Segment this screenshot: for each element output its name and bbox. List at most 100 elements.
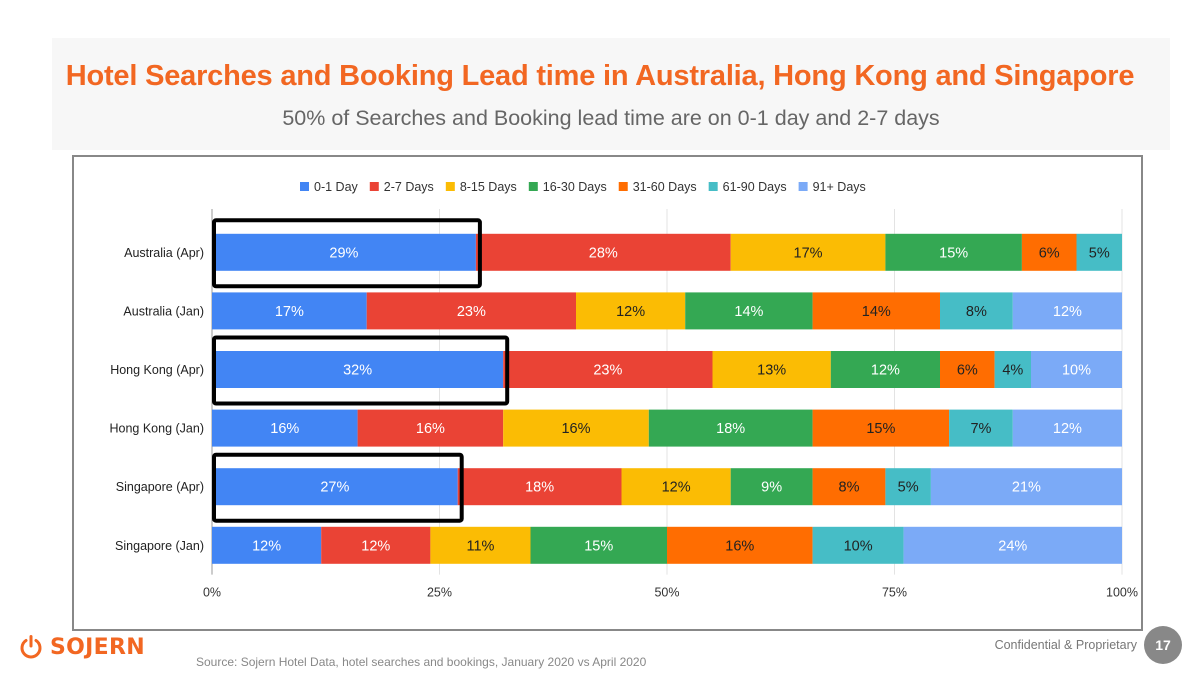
- title-band: [52, 38, 1170, 150]
- bar-segment: [1031, 351, 1122, 388]
- bar-segment: [1021, 233, 1077, 271]
- x-tick-label: 0%: [203, 586, 221, 600]
- x-tick-label: 100%: [1106, 586, 1138, 600]
- data-label: 17%: [794, 245, 823, 261]
- data-label: 6%: [957, 363, 978, 379]
- data-label: 16%: [416, 421, 445, 437]
- x-tick-label: 25%: [427, 586, 452, 600]
- data-label: 15%: [866, 421, 895, 437]
- bar-segment: [366, 292, 576, 330]
- highlight-box: [212, 218, 482, 289]
- bar-segment: [1012, 292, 1122, 330]
- legend-label: 0-1 Day: [314, 180, 359, 194]
- data-label: 16%: [270, 421, 299, 437]
- stacked-bar-chart: 0% 25% 50% 75% 100% 0-1 Day 2-7 Days 8-15 Days 1…: [109, 180, 1138, 600]
- x-tick-label: 50%: [654, 586, 679, 600]
- data-label: 17%: [275, 304, 304, 320]
- logo-text: SOJERN: [50, 634, 145, 660]
- legend-swatch: [708, 182, 718, 191]
- bar-segment: [812, 292, 940, 330]
- page-number: 17: [1144, 626, 1182, 664]
- data-label: 10%: [844, 538, 873, 554]
- category-label: Australia (Jan): [123, 304, 204, 318]
- bar-segment: [212, 526, 322, 564]
- bar-segment: [648, 409, 813, 447]
- bar-segment: [621, 468, 731, 506]
- data-label: 12%: [1053, 421, 1082, 437]
- bar-segment: [940, 292, 1013, 330]
- highlight-box: [212, 335, 510, 406]
- legend-swatch: [528, 182, 538, 191]
- data-label: 21%: [1012, 480, 1041, 496]
- data-label: 13%: [757, 363, 786, 379]
- data-label: 10%: [1062, 363, 1091, 379]
- legend-label: 8-15 Days: [460, 180, 517, 194]
- data-label: 12%: [361, 538, 390, 554]
- bar-segment: [930, 468, 1122, 506]
- bar-segment: [212, 468, 458, 506]
- data-label: 16%: [561, 421, 590, 437]
- data-label: 8%: [839, 480, 860, 496]
- data-label: 15%: [939, 245, 968, 261]
- category-label: Australia (Apr): [124, 246, 204, 260]
- data-label: 15%: [584, 538, 613, 554]
- data-label: 24%: [998, 538, 1027, 554]
- data-label: 4%: [1002, 363, 1023, 379]
- highlight-box: [212, 452, 464, 523]
- legend-label: 91+ Days: [813, 180, 866, 194]
- data-label: 28%: [589, 245, 618, 261]
- bar-segment: [712, 351, 831, 388]
- data-label: 14%: [734, 304, 763, 320]
- bar-segment: [994, 351, 1031, 388]
- data-label: 27%: [320, 480, 349, 496]
- slide-subtitle: 50% of Searches and Booking lead time ar…: [282, 106, 940, 130]
- bar-segment: [812, 409, 950, 447]
- data-label: 12%: [616, 304, 645, 320]
- bar-segment: [885, 468, 931, 506]
- slide-title: Hotel Searches and Booking Lead time in …: [65, 60, 1135, 92]
- bar-segment: [212, 292, 367, 330]
- bar-segment: [503, 351, 713, 388]
- data-label: 29%: [329, 245, 358, 261]
- legend-label: 2-7 Days: [384, 180, 434, 194]
- bar-segment: [812, 468, 886, 506]
- bar-segment: [321, 526, 431, 564]
- data-label: 8%: [966, 304, 987, 320]
- confidential-label: Confidential & Proprietary: [994, 638, 1137, 652]
- bar-segment: [730, 233, 886, 271]
- bar-segment: [430, 526, 531, 564]
- data-label: 9%: [761, 480, 782, 496]
- data-label: 12%: [662, 480, 691, 496]
- bar-segment: [1076, 233, 1122, 271]
- data-label: 18%: [525, 480, 554, 496]
- bar-segment: [457, 468, 622, 506]
- legend-label: 31-60 Days: [633, 180, 697, 194]
- bar-segment: [530, 526, 667, 564]
- legend-swatch: [300, 182, 309, 191]
- data-label: 23%: [593, 363, 622, 379]
- data-label: 5%: [1089, 245, 1110, 261]
- bar-segment: [730, 468, 813, 506]
- data-label: 14%: [862, 304, 891, 320]
- legend-label: 61-90 Days: [723, 180, 787, 194]
- data-label: 12%: [252, 538, 281, 554]
- bar-segment: [503, 409, 649, 447]
- category-label: Hong Kong (Jan): [109, 422, 204, 436]
- chart-frame: 0% 25% 50% 75% 100% 0-1 Day 2-7 Days 8-15 Days 1…: [72, 155, 1143, 631]
- bar-segment: [357, 409, 504, 447]
- legend-label: 16-30 Days: [543, 180, 607, 194]
- data-label: 6%: [1039, 245, 1060, 261]
- bar-segment: [949, 409, 1013, 447]
- bar-segment: [903, 526, 1122, 564]
- power-icon: [20, 635, 42, 659]
- bar-segment: [1012, 409, 1122, 447]
- legend-swatch: [798, 182, 808, 191]
- bar-segment: [212, 233, 476, 271]
- bar-segment: [812, 526, 904, 564]
- data-label: 11%: [466, 538, 494, 554]
- bar-segment: [830, 351, 940, 388]
- data-label: 32%: [343, 363, 372, 379]
- bar-segment: [885, 233, 1022, 271]
- bar-segment: [667, 526, 813, 564]
- bar-segment: [940, 351, 995, 388]
